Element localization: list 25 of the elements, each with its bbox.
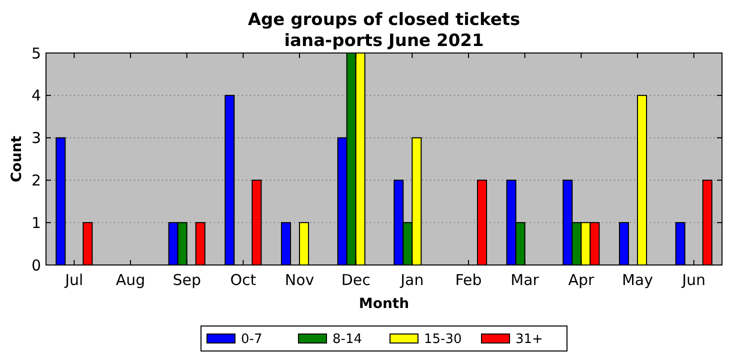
x-tick-label: Jul	[64, 271, 84, 289]
y-tick-label: 3	[31, 129, 41, 148]
x-tick-label: Feb	[455, 271, 482, 289]
y-axis-title: Count	[9, 135, 25, 182]
y-tick-label: 1	[31, 214, 41, 232]
x-tick-label: Aug	[116, 271, 146, 289]
x-tick-label: Dec	[341, 271, 370, 289]
x-tick-label: Jun	[681, 271, 706, 289]
x-tick-label: Jan	[400, 271, 424, 289]
x-axis-title: Month	[358, 296, 410, 312]
legend-label: 0-7	[241, 332, 262, 347]
chart-title: Age groups of closed tickets iana-ports June 2021	[248, 10, 520, 51]
x-tick-label: Apr	[568, 271, 595, 289]
legend-label: 8-14	[332, 332, 362, 347]
x-tick-label: Nov	[284, 271, 314, 289]
x-tick-label: May	[622, 271, 654, 289]
y-tick-label: 2	[31, 171, 41, 190]
y-tick-label: 5	[31, 44, 41, 62]
x-tick-label: Mar	[510, 271, 540, 289]
x-tick-label: Oct	[230, 271, 256, 289]
y-tick-label: 0	[31, 256, 41, 274]
legend-label: 31+	[516, 332, 543, 347]
x-tick-label: Sep	[172, 271, 201, 289]
legend-label: 15-30	[424, 332, 462, 347]
y-tick-label: 4	[31, 86, 41, 105]
